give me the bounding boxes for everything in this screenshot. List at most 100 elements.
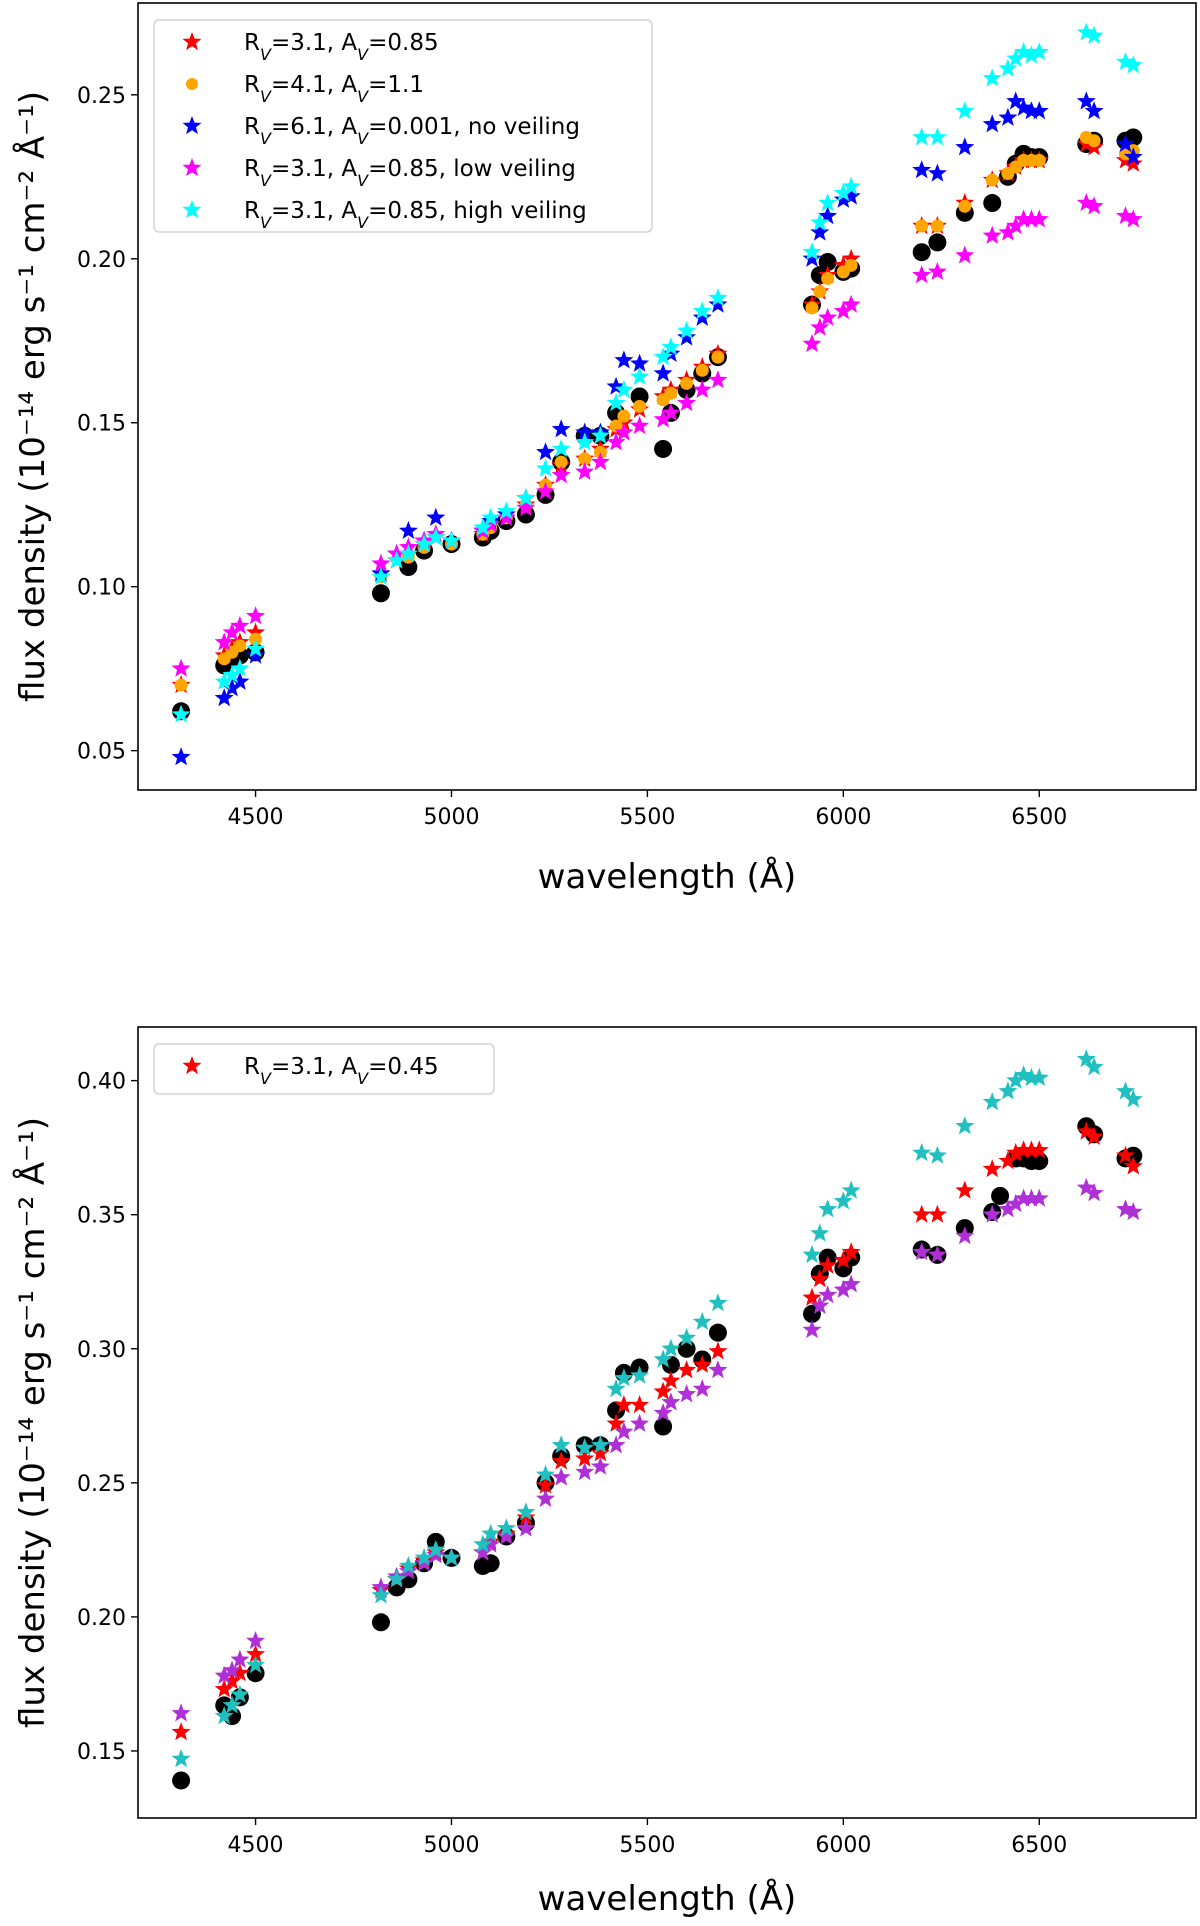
data-point [214, 632, 234, 651]
data-point [692, 1379, 712, 1398]
series-4 [171, 22, 1143, 723]
x-axis-label: wavelength (Å) [538, 856, 797, 897]
data-point [818, 1255, 838, 1274]
data-point [1006, 91, 1026, 110]
data-point [653, 1349, 673, 1368]
data-point [426, 1545, 446, 1564]
data-point [692, 301, 712, 320]
x-tick-label: 5500 [619, 805, 675, 830]
data-point [575, 1462, 595, 1481]
legend-text-part: =3.1, A [271, 1054, 357, 1080]
data-point [1029, 1140, 1049, 1159]
data-point [551, 439, 571, 458]
data-point [551, 419, 571, 438]
data-point [802, 334, 822, 353]
legend-subscript: V [260, 129, 272, 148]
data-point [496, 501, 516, 520]
data-point [426, 507, 446, 526]
data-point [1084, 25, 1104, 44]
data-point [536, 442, 555, 461]
data-point [708, 1293, 728, 1312]
legend-box [153, 19, 653, 233]
data-point [575, 432, 595, 451]
data-point [171, 1749, 191, 1768]
data-point [915, 219, 929, 233]
data-point [912, 265, 932, 284]
data-point [708, 1341, 728, 1360]
legend-marker [182, 158, 202, 177]
data-point [554, 455, 568, 469]
data-point [630, 353, 650, 372]
legend-box [153, 1043, 495, 1095]
data-point [1084, 1057, 1104, 1076]
legend-subscript: V [357, 171, 369, 190]
data-point [473, 1534, 493, 1553]
data-point [630, 416, 650, 435]
data-point [614, 379, 634, 398]
data-point [802, 1320, 822, 1339]
y-axis-label: flux density (10⁻¹⁴ erg s⁻¹ cm⁻² Å⁻¹) [12, 1117, 53, 1728]
data-point [590, 425, 610, 444]
data-point [833, 1250, 853, 1269]
data-point [536, 1464, 555, 1483]
data-point [982, 1159, 1002, 1178]
data-point [810, 222, 830, 241]
legend-text-part: =1.1 [368, 72, 424, 98]
data-point [955, 137, 975, 156]
x-tick-label: 6000 [815, 1833, 871, 1858]
data-point [1076, 1049, 1096, 1068]
data-point [653, 409, 673, 428]
data-point [1029, 1188, 1049, 1207]
data-point [818, 206, 838, 225]
data-point [1021, 1140, 1041, 1159]
data-point [1076, 193, 1096, 212]
data-point [230, 1663, 250, 1682]
data-point [708, 288, 728, 307]
y-tick-label: 0.15 [77, 1740, 126, 1765]
data-point [633, 399, 647, 413]
bottom-panel: 4500 5000 5500 6000 6500 0.15 0.20 0.25 0.30 0.35… [12, 1026, 1197, 1919]
data-point [1123, 1156, 1143, 1175]
data-point [1021, 209, 1041, 228]
data-point [998, 58, 1018, 77]
data-point [230, 671, 250, 690]
data-point [821, 271, 835, 285]
data-point [575, 461, 595, 480]
legend-subscript: V [357, 45, 369, 64]
data-point [998, 222, 1018, 241]
data-point [813, 285, 827, 299]
data-point [590, 1456, 610, 1475]
legend-label: RV=3.1, AV=0.45 [244, 1054, 439, 1088]
data-point [1014, 1188, 1034, 1207]
data-point [1076, 1177, 1096, 1196]
data-point [677, 1360, 697, 1379]
x-tick-label: 6000 [815, 805, 871, 830]
data-point [833, 1191, 853, 1210]
data-point [653, 1381, 673, 1400]
data-point [575, 1438, 595, 1457]
data-point [426, 1539, 446, 1558]
data-point [958, 199, 972, 213]
data-point [810, 317, 830, 336]
legend-subscript: V [357, 1069, 369, 1088]
data-point [230, 1649, 250, 1668]
data-point [1116, 1199, 1135, 1218]
data-point [575, 1448, 595, 1467]
data-point [1006, 48, 1026, 67]
data-point [1123, 153, 1143, 172]
data-point [1021, 1188, 1041, 1207]
data-point [1116, 206, 1135, 225]
data-point [222, 1695, 242, 1714]
data-point [1123, 209, 1143, 228]
data-point [998, 107, 1018, 126]
data-point [810, 1269, 830, 1288]
data-point [516, 488, 536, 507]
data-point [927, 127, 947, 146]
data-point [1014, 209, 1034, 228]
series-1 [171, 1177, 1143, 1722]
data-point-observed [630, 387, 649, 406]
legend-text-part: =6.1, A [271, 114, 357, 140]
data-point [1014, 97, 1034, 116]
y-tick-label: 0.25 [77, 1472, 126, 1497]
